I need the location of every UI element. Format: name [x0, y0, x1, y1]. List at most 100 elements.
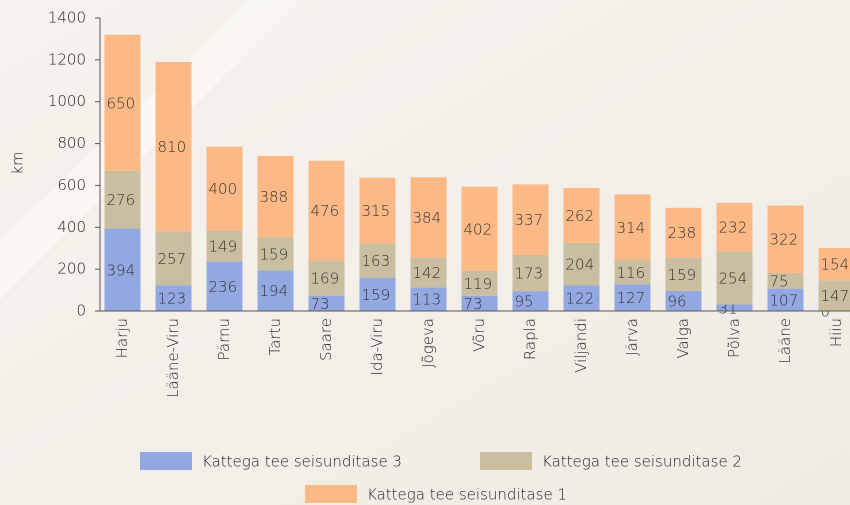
x-tick-label: Järva	[623, 318, 641, 356]
value-label: 147	[821, 287, 850, 305]
value-label: 127	[617, 289, 646, 307]
bar-segment	[512, 291, 549, 311]
value-label: 95	[515, 293, 534, 311]
x-tick-label: Võru	[470, 318, 488, 352]
bar-segment	[104, 34, 141, 171]
legend-swatch	[480, 452, 532, 470]
bar-segment	[410, 177, 447, 258]
bar-segment	[308, 260, 345, 296]
bar-segment	[614, 260, 651, 285]
bar-segment	[716, 202, 753, 252]
x-tick-label: Põlva	[725, 318, 743, 358]
x-tick-label: Lääne-Viru	[164, 318, 182, 398]
value-label: 238	[668, 224, 697, 242]
bar-segment	[206, 261, 243, 311]
legend-label: Kattega tee seisunditase 2	[542, 453, 742, 471]
y-tick-label: 0	[76, 302, 86, 320]
y-tick-label: 1400	[48, 9, 86, 27]
value-label: 337	[515, 211, 544, 229]
bar-segment	[614, 284, 651, 311]
bar-segment	[359, 277, 396, 311]
bar-segment	[716, 304, 753, 311]
bar-segment	[818, 280, 850, 311]
y-tick-label: 1200	[48, 50, 86, 68]
value-label: 322	[770, 231, 799, 249]
bar-segment	[155, 61, 192, 232]
value-label: 173	[515, 265, 544, 283]
value-label: 73	[464, 295, 483, 313]
bar-segment	[461, 186, 498, 271]
bar-segment	[257, 270, 294, 311]
legend-label: Kattega tee seisunditase 1	[367, 486, 567, 504]
x-tick-label: Valga	[674, 318, 692, 359]
bar-segment	[818, 248, 850, 281]
value-label: 169	[311, 270, 340, 288]
value-label: 116	[617, 264, 646, 282]
value-label: 194	[260, 282, 289, 300]
bar-segment	[563, 285, 600, 311]
x-tick-label: Rapla	[521, 318, 539, 360]
x-tick-label: Ida-Viru	[368, 318, 386, 375]
background-stripe	[0, 0, 300, 300]
value-label: 314	[617, 219, 646, 237]
y-tick-label: 800	[57, 134, 86, 152]
bar-segment	[359, 243, 396, 278]
value-label: 149	[209, 238, 238, 256]
bar-segment	[206, 146, 243, 231]
bar-segment	[512, 254, 549, 292]
bar-segment	[767, 288, 804, 311]
bar-segment	[665, 290, 702, 311]
legend-label: Kattega tee seisunditase 3	[202, 453, 402, 471]
value-label: 73	[311, 295, 330, 313]
value-label: 163	[362, 252, 391, 270]
bar-segment	[767, 205, 804, 273]
value-label: 113	[413, 291, 442, 309]
y-axis-label: km	[9, 151, 27, 174]
bar-segment	[563, 242, 600, 286]
bar-segment	[359, 177, 396, 244]
bar-segment	[665, 257, 702, 291]
bar-segment	[308, 295, 345, 311]
x-tick-label: Jõgeva	[419, 318, 437, 368]
value-label: 384	[413, 209, 442, 227]
y-tick-label: 200	[57, 260, 86, 278]
bar-segment	[104, 228, 141, 311]
x-tick-label: Hiiu	[827, 318, 845, 347]
legend-swatch	[305, 485, 357, 503]
legend-swatch	[140, 452, 192, 470]
value-label: 810	[158, 138, 187, 156]
value-label: 650	[107, 94, 136, 112]
value-label: 402	[464, 220, 493, 238]
value-label: 159	[668, 266, 697, 284]
bar-segment	[563, 187, 600, 243]
x-tick-label: Saare	[317, 318, 335, 361]
value-label: 159	[260, 245, 289, 263]
value-label: 388	[260, 188, 289, 206]
bar-segment	[257, 237, 294, 271]
bar-segment	[257, 155, 294, 238]
bar-segment	[461, 295, 498, 311]
value-label: 400	[209, 180, 238, 198]
bar-segment	[716, 251, 753, 305]
value-label: 75	[770, 272, 789, 290]
x-tick-label: Harju	[113, 318, 131, 358]
bar-segment	[461, 270, 498, 296]
bar-segment	[104, 170, 141, 229]
x-tick-label: Viljandi	[572, 318, 590, 373]
bar-segment	[512, 184, 549, 255]
bar-segment	[665, 207, 702, 258]
value-label: 96	[668, 292, 687, 310]
value-label: 123	[158, 290, 187, 308]
value-label: 122	[566, 290, 595, 308]
bar-segment	[155, 231, 192, 286]
value-label: 154	[821, 256, 850, 274]
bar-segment	[410, 257, 447, 288]
value-label: 476	[311, 202, 340, 220]
bar-segment	[155, 285, 192, 311]
x-tick-label: Lääne	[776, 318, 794, 363]
y-tick-label: 400	[57, 218, 86, 236]
bar-segment	[410, 287, 447, 311]
value-label: 142	[413, 264, 442, 282]
value-label: 159	[362, 286, 391, 304]
y-tick-label: 1000	[48, 92, 86, 110]
